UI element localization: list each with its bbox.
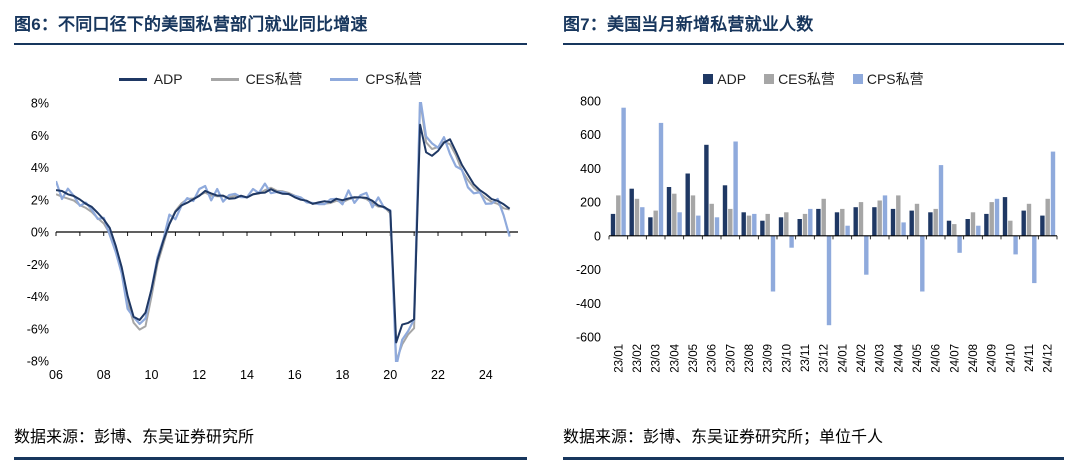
svg-text:23/04: 23/04 xyxy=(669,343,681,372)
svg-text:23/08: 23/08 xyxy=(744,344,756,373)
legend-line-swatch xyxy=(330,77,359,81)
svg-text:16: 16 xyxy=(288,368,302,382)
svg-text:0%: 0% xyxy=(31,226,49,240)
figure6-line-chart: 8% 6% 4% 2% 0% -2% -4% -6% -8%06 08 10 12 14 16 18 20 22… xyxy=(27,97,518,382)
svg-text:-600: -600 xyxy=(576,331,601,345)
svg-text:24/01: 24/01 xyxy=(837,344,849,373)
legend-label: CPS私营 xyxy=(365,71,423,87)
svg-text:12: 12 xyxy=(192,368,206,382)
svg-text:23/03: 23/03 xyxy=(651,344,663,373)
figure7-source: 数据来源：彭博、东吴证券研究所；单位千人 xyxy=(562,429,883,446)
svg-text:-400: -400 xyxy=(576,297,601,311)
svg-text:23/02: 23/02 xyxy=(632,344,644,373)
svg-text:2%: 2% xyxy=(31,193,49,207)
legend-item-CES私营: CES私营 xyxy=(210,69,303,89)
svg-text:24/03: 24/03 xyxy=(875,344,887,373)
legend-label: ADP xyxy=(153,71,183,87)
legend-item-ADP: ADP xyxy=(703,71,746,87)
svg-text:200: 200 xyxy=(580,196,601,210)
svg-text:800: 800 xyxy=(580,95,601,109)
legend-square-swatch xyxy=(852,74,863,84)
legend-square-swatch xyxy=(703,74,714,84)
svg-text:08: 08 xyxy=(97,368,111,382)
figure6-title-rule xyxy=(14,43,527,45)
figure6-source: 数据来源：彭博、东吴证券研究所 xyxy=(14,429,255,446)
legend-item-ADP: ADP xyxy=(118,71,183,87)
figure7-bar-chart: 800 600 400 200 0 -200 -400 -600 23/01 23/02 23/03… xyxy=(576,95,1058,373)
figure7-legend: ADP CES私营 CPS私营 xyxy=(563,69,1064,89)
svg-text:20: 20 xyxy=(383,368,397,382)
svg-text:23/05: 23/05 xyxy=(688,344,700,373)
svg-text:24/10: 24/10 xyxy=(1005,344,1017,373)
svg-text:6%: 6% xyxy=(31,129,49,143)
legend-item-CPS私营: CPS私营 xyxy=(852,69,924,89)
svg-text:23/07: 23/07 xyxy=(725,344,737,373)
figure6-title: 图6：不同口径下的美国私营部门就业同比增速 xyxy=(14,15,368,34)
svg-text:4%: 4% xyxy=(31,161,49,175)
figure6-legend: ADP CES私营 CPS私营 xyxy=(14,69,527,89)
svg-text:24/09: 24/09 xyxy=(987,344,999,373)
svg-text:600: 600 xyxy=(580,128,601,142)
svg-text:-4%: -4% xyxy=(27,290,49,304)
svg-text:23/09: 23/09 xyxy=(763,344,775,373)
svg-text:-6%: -6% xyxy=(27,322,49,336)
svg-text:8%: 8% xyxy=(31,97,49,111)
legend-item-CPS私营: CPS私营 xyxy=(330,69,422,89)
svg-text:23/01: 23/01 xyxy=(613,344,625,373)
legend-line-swatch xyxy=(118,77,147,81)
svg-text:24/06: 24/06 xyxy=(931,344,943,373)
legend-label: CES私营 xyxy=(778,71,835,87)
svg-text:24/12: 24/12 xyxy=(1043,344,1055,373)
svg-text:-8%: -8% xyxy=(27,355,49,369)
svg-text:06: 06 xyxy=(49,368,63,382)
legend-label: CES私营 xyxy=(245,71,303,87)
svg-text:24/08: 24/08 xyxy=(968,344,980,373)
svg-text:23/06: 23/06 xyxy=(707,344,719,373)
legend-line-swatch xyxy=(210,77,239,81)
svg-text:23/12: 23/12 xyxy=(819,344,831,373)
figure7-panel: 图7：美国当月新增私营就业人数 ADP CES私营 CPS私营 800 600 400 2… xyxy=(562,8,1064,460)
svg-text:24/07: 24/07 xyxy=(949,344,961,373)
legend-item-CES私营: CES私营 xyxy=(764,69,835,89)
svg-text:24/11: 24/11 xyxy=(1024,344,1036,372)
svg-text:24/04: 24/04 xyxy=(893,343,905,372)
figure6-panel: 图6：不同口径下的美国私营部门就业同比增速 ADP CES私营 CPS私营 8% 6%… xyxy=(14,8,527,460)
svg-text:10: 10 xyxy=(145,368,159,382)
svg-text:-200: -200 xyxy=(576,263,601,277)
svg-text:400: 400 xyxy=(580,162,601,176)
svg-text:23/11: 23/11 xyxy=(800,344,812,372)
legend-label: ADP xyxy=(717,71,747,87)
figure7-title: 图7：美国当月新增私营就业人数 xyxy=(562,15,814,34)
svg-text:18: 18 xyxy=(336,368,350,382)
svg-text:24: 24 xyxy=(479,368,493,382)
svg-text:23/10: 23/10 xyxy=(781,344,793,373)
svg-text:0: 0 xyxy=(594,229,601,243)
svg-text:-2%: -2% xyxy=(27,258,49,272)
legend-square-swatch xyxy=(764,74,775,84)
svg-text:22: 22 xyxy=(431,368,445,382)
svg-text:24/05: 24/05 xyxy=(912,344,924,373)
svg-text:14: 14 xyxy=(240,368,254,382)
figure7-title-rule xyxy=(562,43,1064,45)
svg-text:24/02: 24/02 xyxy=(856,344,868,373)
legend-label: CPS私营 xyxy=(866,71,924,87)
